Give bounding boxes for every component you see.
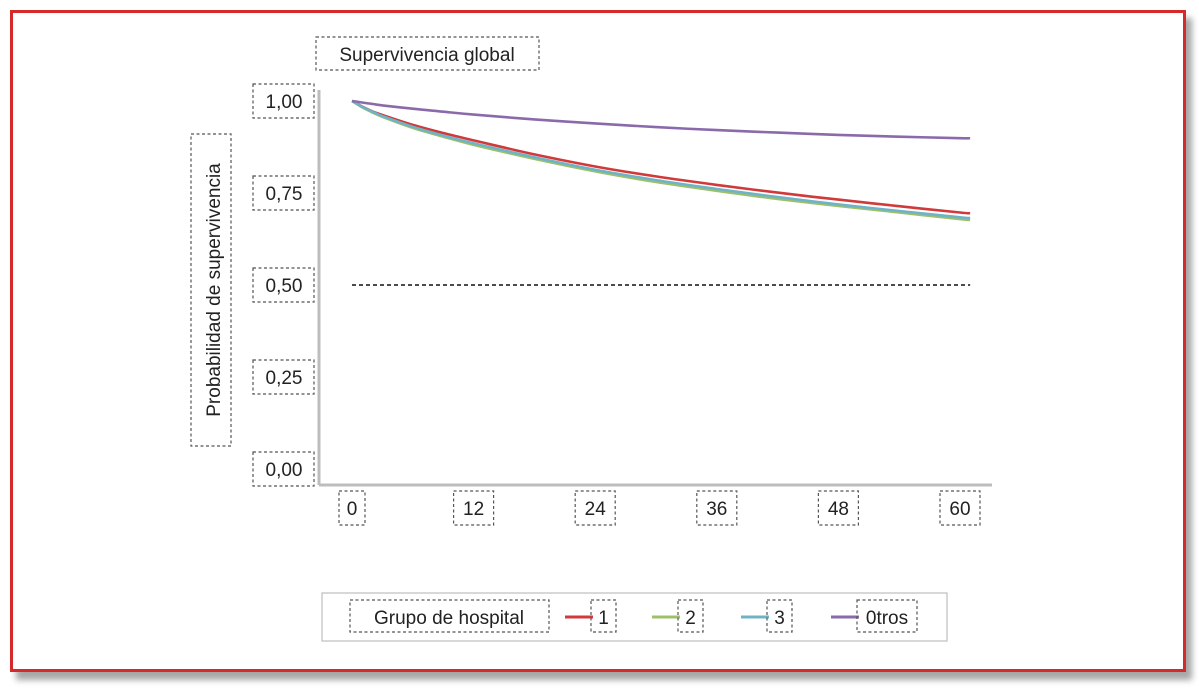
series-line-2 [351, 99, 971, 222]
chart-title-box [315, 36, 540, 71]
legend-items: 1 2 3 0tros [565, 599, 918, 633]
legend-label-box [677, 599, 704, 633]
series-lines [351, 99, 971, 222]
y-tick-label: 1,00 [266, 92, 303, 113]
y-tick-label: 0,25 [266, 368, 303, 389]
legend-title-box [349, 599, 550, 633]
x-tick-label: 24 [585, 499, 607, 520]
x-tick-label: 60 [949, 499, 970, 520]
legend-label-box [766, 599, 793, 633]
y-axis-label: Probabilidad de supervivencia [204, 163, 225, 417]
legend-label: 1 [598, 608, 609, 629]
legend-label-box [590, 599, 617, 633]
y-tick-labels: 0,00 0,25 0,50 0,75 1,00 [252, 83, 315, 487]
x-tick-label: 48 [828, 499, 849, 520]
x-tick-box [817, 490, 860, 526]
series-line-1 [351, 99, 971, 215]
y-tick-box [252, 267, 315, 303]
x-tick-labels: 0 12 24 36 48 60 [338, 490, 981, 526]
chart-title: Supervivencia global [339, 45, 514, 66]
legend-label: 2 [685, 608, 696, 629]
legend-label: 0tros [866, 608, 908, 629]
y-tick-box [252, 83, 315, 119]
x-tick-box [453, 490, 495, 526]
legend-label-box [856, 599, 918, 633]
y-tick-box [252, 359, 315, 395]
series-line-0tros [351, 99, 971, 140]
y-tick-label: 0,75 [266, 184, 303, 205]
x-tick-box [696, 490, 738, 526]
x-tick-label: 12 [463, 499, 484, 520]
y-tick-box [252, 451, 315, 487]
x-tick-label: 0 [347, 499, 358, 520]
y-tick-label: 0,50 [266, 276, 303, 297]
figure-frame [10, 10, 1186, 672]
legend-title: Grupo de hospital [374, 608, 524, 629]
legend-label: 3 [774, 608, 785, 629]
y-tick-label: 0,00 [266, 460, 303, 481]
y-tick-box [252, 175, 315, 211]
x-tick-label: 36 [706, 499, 727, 520]
series-line-3 [351, 99, 971, 220]
x-tick-box [574, 490, 616, 526]
x-tick-box [338, 490, 366, 526]
x-tick-box [939, 490, 981, 526]
